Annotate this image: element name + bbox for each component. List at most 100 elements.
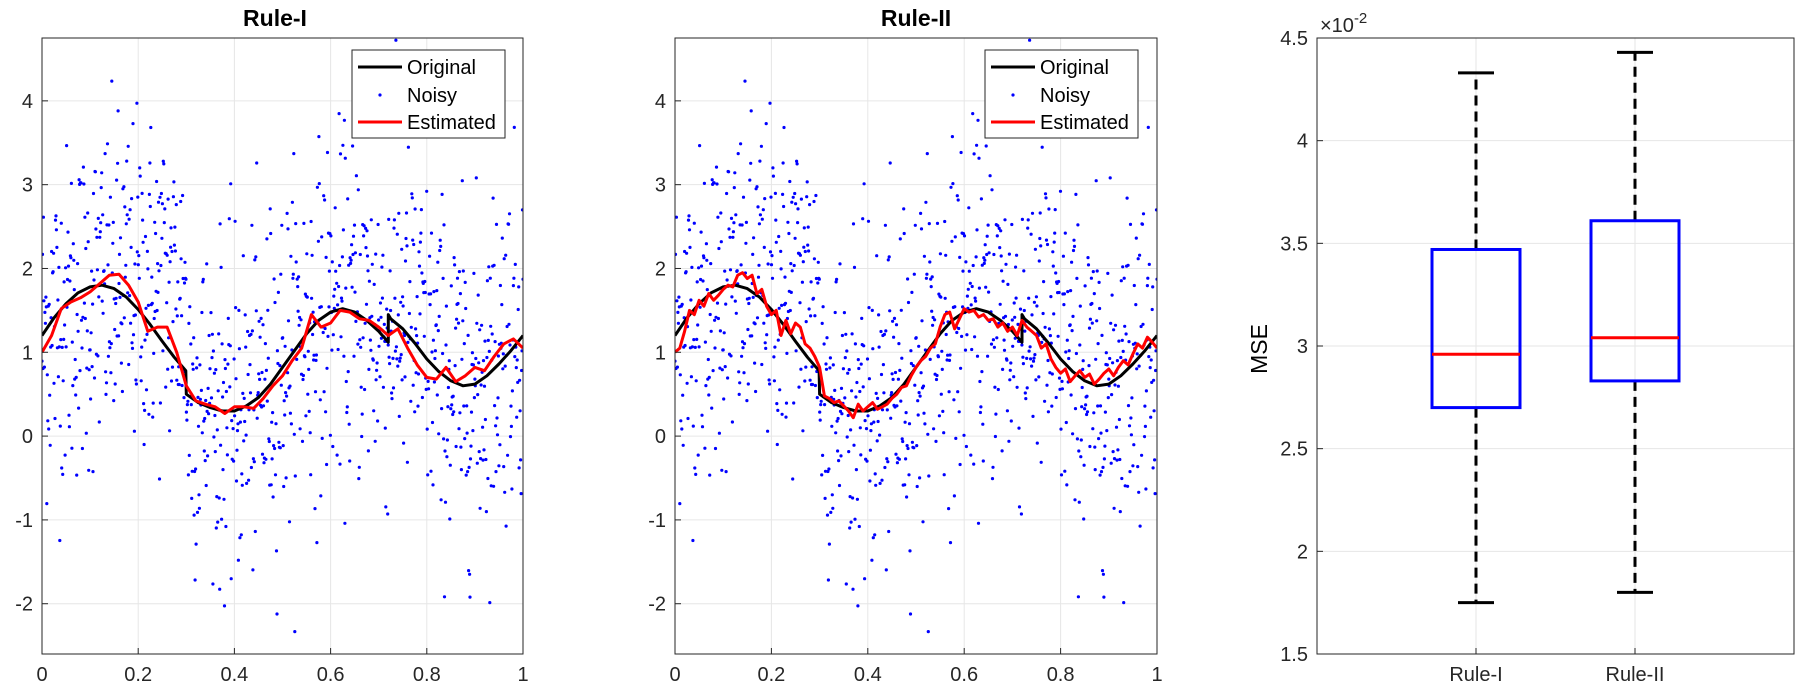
noisy-point [485, 279, 489, 283]
noisy-point [785, 351, 789, 355]
noisy-point [793, 191, 797, 196]
noisy-point [1030, 364, 1034, 368]
noisy-point [442, 223, 446, 227]
noisy-point [1015, 385, 1019, 389]
noisy-point [178, 296, 182, 300]
noisy-point [483, 339, 487, 343]
noisy-point [715, 182, 719, 186]
noisy-point [338, 152, 343, 156]
noisy-point [236, 422, 240, 426]
noisy-point [226, 362, 230, 366]
noisy-point [337, 284, 341, 289]
noisy-point [703, 340, 708, 344]
noisy-point [155, 308, 159, 313]
noisy-point [719, 211, 723, 215]
noisy-point [493, 340, 497, 344]
noisy-point [809, 280, 813, 284]
noisy-point [885, 408, 889, 412]
noisy-point [774, 218, 778, 222]
noisy-point [848, 495, 852, 499]
legend-noisy-swatch [1011, 93, 1015, 97]
noisy-point [475, 461, 479, 465]
noisy-point [480, 323, 484, 327]
noisy-point [101, 311, 105, 315]
noisy-point [1149, 358, 1153, 362]
noisy-point [1095, 269, 1099, 273]
noisy-point [859, 453, 863, 457]
noisy-point [725, 191, 729, 196]
noisy-point [370, 314, 374, 318]
noisy-point [520, 349, 523, 353]
noisy-point [1097, 280, 1101, 284]
noisy-point [728, 235, 732, 239]
noisy-point [324, 410, 328, 414]
noisy-point [857, 366, 861, 371]
noisy-point [450, 403, 454, 407]
noisy-point [880, 408, 885, 412]
estimated-line [42, 272, 523, 415]
noisy-point [202, 449, 206, 453]
noisy-point [851, 496, 855, 500]
noisy-point [974, 299, 978, 303]
noisy-point [1072, 238, 1076, 242]
noisy-point [138, 166, 142, 170]
noisy-point [123, 205, 127, 209]
noisy-point [301, 373, 305, 378]
noisy-point [905, 495, 909, 499]
noisy-point [515, 358, 519, 362]
noisy-point [92, 376, 97, 380]
legend-noisy-label: Noisy [1040, 85, 1090, 107]
noisy-point [677, 295, 681, 299]
noisy-point [996, 224, 1000, 228]
noisy-point [407, 311, 411, 316]
noisy-point [1089, 276, 1093, 280]
boxplot-exponent-base: ×10 [1320, 15, 1354, 37]
noisy-point [1054, 395, 1058, 400]
noisy-point [515, 415, 519, 419]
noisy-point [828, 356, 833, 360]
noisy-point [396, 313, 400, 317]
noisy-point [1100, 569, 1105, 573]
noisy-point [1098, 473, 1102, 477]
noisy-point [502, 257, 506, 261]
noisy-point [789, 262, 793, 266]
noisy-point [833, 388, 837, 392]
noisy-point [887, 255, 891, 259]
noisy-point [1129, 433, 1133, 437]
noisy-point [43, 321, 48, 325]
noisy-point [420, 395, 424, 400]
noisy-point [188, 305, 192, 309]
noisy-point [740, 340, 745, 344]
noisy-point [974, 255, 978, 259]
noisy-point [698, 305, 702, 309]
noisy-point [879, 372, 884, 377]
noisy-point [829, 510, 833, 514]
noisy-point [1005, 358, 1009, 362]
noisy-point [861, 385, 865, 389]
noisy-point [1045, 383, 1049, 387]
noisy-point [183, 260, 187, 264]
noisy-point [190, 469, 194, 473]
noisy-point [854, 395, 858, 399]
noisy-point [710, 178, 714, 182]
noisy-point [897, 457, 902, 461]
noisy-point [86, 240, 90, 244]
noisy-point [750, 334, 754, 338]
noisy-point [373, 439, 377, 443]
noisy-point [968, 281, 972, 285]
noisy-point [826, 578, 831, 582]
noisy-point [935, 221, 940, 225]
noisy-point [739, 142, 743, 146]
noisy-point [685, 251, 689, 255]
noisy-point [925, 152, 929, 156]
noisy-point [733, 171, 737, 175]
noisy-point [1122, 276, 1126, 280]
estimated-line [675, 271, 1157, 420]
noisy-point [812, 199, 816, 204]
noisy-point [995, 336, 999, 340]
noisy-point [696, 453, 700, 457]
noisy-point [283, 413, 287, 417]
noisy-point [689, 298, 693, 302]
noisy-point [1139, 324, 1143, 329]
